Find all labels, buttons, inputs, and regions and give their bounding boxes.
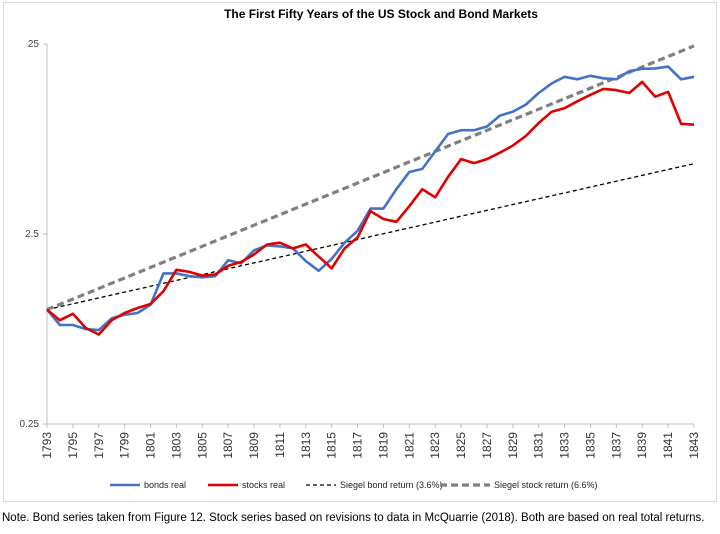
x-tick-label: 1807	[221, 432, 235, 459]
x-tick-label: 1819	[376, 432, 390, 459]
legend-label: Siegel stock return (6.6%)	[494, 480, 598, 490]
legend-label: bonds real	[144, 480, 186, 490]
x-tick-label: 1801	[144, 432, 158, 459]
x-tick-label: 1823	[428, 432, 442, 459]
x-tick-label: 1821	[402, 432, 416, 459]
x-tick-label: 1799	[118, 432, 132, 459]
x-tick-label: 1837	[609, 432, 623, 459]
y-tick-label: 25	[28, 39, 40, 50]
legend-label: stocks real	[242, 480, 285, 490]
x-tick-label: 1803	[169, 432, 183, 459]
x-tick-label: 1793	[40, 432, 54, 459]
x-tick-label: 1833	[558, 432, 572, 459]
series-line-stocks-real	[46, 80, 695, 336]
chart-title: The First Fifty Years of the US Stock an…	[224, 7, 538, 21]
series-line-siegel-bond-return-3-6	[46, 163, 695, 311]
series-line-bonds-real	[46, 65, 695, 332]
x-tick-label: 1797	[92, 432, 106, 459]
y-tick-label: 0.25	[20, 419, 40, 430]
x-tick-label: 1805	[195, 432, 209, 459]
legend-label: Siegel bond return (3.6%)	[340, 480, 443, 490]
x-tick-label: 1817	[351, 432, 365, 459]
series-lines	[46, 44, 695, 336]
x-tick-label: 1843	[687, 432, 701, 459]
x-tick-label: 1829	[506, 432, 520, 459]
x-tick-label: 1825	[454, 432, 468, 459]
chart-frame	[3, 2, 717, 502]
x-tick-label: 1815	[325, 432, 339, 459]
x-tick-label: 1813	[299, 432, 313, 459]
x-tick-label: 1839	[635, 432, 649, 459]
x-tick-label: 1835	[583, 432, 597, 459]
x-tick-label: 1827	[480, 432, 494, 459]
series-line-siegel-stock-return-6-6	[46, 44, 695, 312]
x-tick-label: 1831	[532, 432, 546, 459]
x-tick-label: 1841	[661, 432, 675, 459]
footnote: Note. Bond series taken from Figure 12. …	[2, 512, 705, 524]
x-tick-label: 1809	[247, 432, 261, 459]
x-tick-label: 1811	[273, 432, 287, 458]
y-tick-label: 2.5	[25, 229, 39, 240]
legend: bonds real stocks real Siegel bond return …	[110, 480, 598, 490]
x-tick-label: 1795	[66, 432, 80, 459]
